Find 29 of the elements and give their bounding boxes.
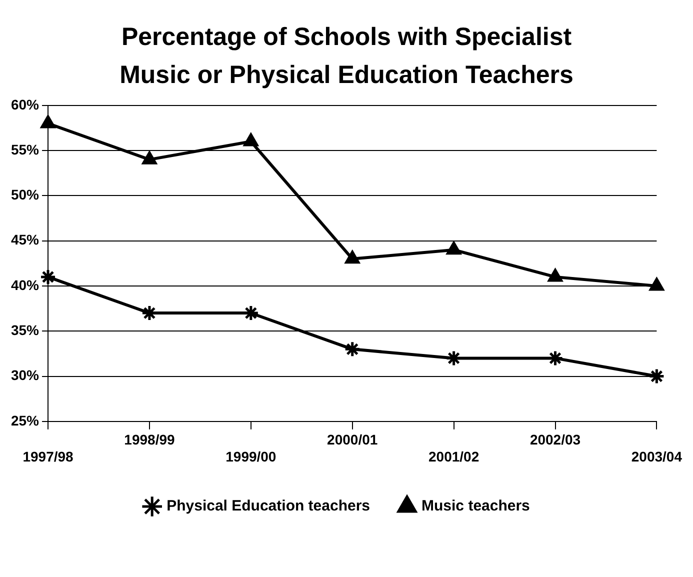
point	[548, 268, 563, 282]
y-tick-label: 55%	[10, 141, 40, 158]
point	[345, 250, 360, 264]
x-tick-label: 2002/03	[530, 432, 581, 448]
x-tick-label: 1999/00	[226, 448, 276, 464]
x-tick-label: 1998/99	[124, 432, 175, 448]
legend-label: Music teachers	[422, 498, 530, 515]
point	[244, 133, 258, 146]
y-tick-label: 25%	[10, 412, 40, 428]
x-tick-label: 2001/02	[428, 448, 480, 464]
y-tick-label: 60%	[10, 96, 40, 112]
point	[648, 368, 665, 385]
point	[649, 278, 664, 291]
y-tick-label: 35%	[10, 322, 40, 338]
point	[344, 340, 361, 358]
point	[40, 115, 56, 128]
chart-title: Percentage of Schools with Specialist Music or Physical Education Teachers	[118, 22, 574, 91]
point	[547, 350, 564, 366]
y-tick-label: 30%	[10, 367, 40, 384]
y-tick-label: 45%	[10, 232, 40, 248]
x-tick-label: 2003/04	[631, 448, 682, 464]
x-tick-label: 1997/98	[22, 448, 74, 464]
x-tick-label: 2000/01	[327, 432, 378, 448]
point	[40, 268, 56, 286]
point	[446, 242, 462, 255]
legend-label: Physical Education teachers	[166, 498, 370, 515]
y-tick-label: 40%	[10, 276, 40, 293]
point	[142, 151, 157, 164]
y-tick-label: 50%	[10, 186, 40, 203]
